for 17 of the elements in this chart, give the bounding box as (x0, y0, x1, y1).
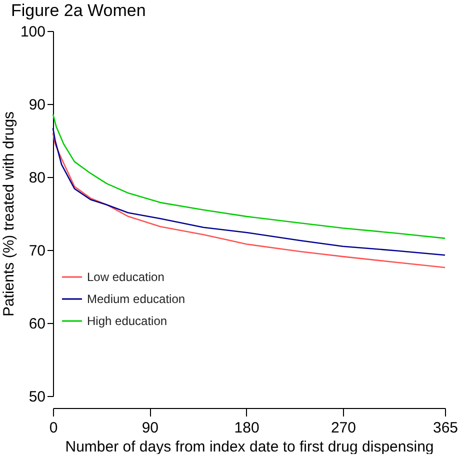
x-tick-label: 90 (142, 420, 158, 436)
legend-label: Low education (87, 270, 164, 284)
legend-label: Medium education (87, 292, 186, 306)
x-tick-label: 180 (234, 420, 260, 436)
line-series (52, 114, 446, 239)
y-tick-label: 70 (28, 242, 46, 260)
y-axis-title: Patients (%) treated with drugs (0, 111, 18, 317)
x-tick-label: 270 (330, 420, 356, 436)
y-tick-label: 80 (28, 170, 46, 186)
x-tick-label: 0 (49, 420, 58, 436)
y-tick-label: 60 (28, 316, 46, 332)
y-tick-label: 100 (20, 24, 46, 40)
chart-title: Figure 2a Women (10, 1, 146, 20)
legend-label: High education (87, 314, 168, 328)
x-tick-label: 365 (432, 420, 458, 436)
y-tick-label: 90 (28, 96, 46, 114)
y-tick-label: 50 (28, 388, 46, 406)
